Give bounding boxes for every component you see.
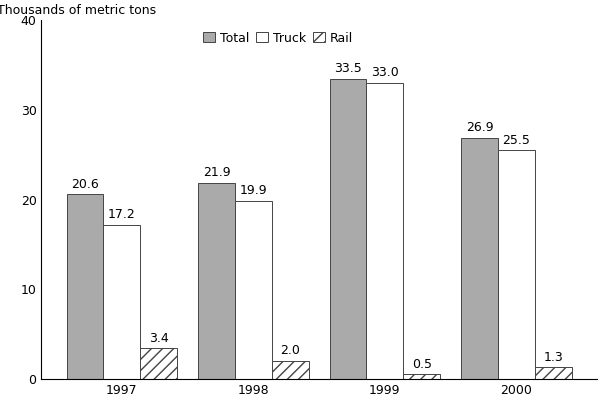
Bar (235, 200, 272, 379)
Bar (198, 182, 235, 379)
Text: 3.4: 3.4 (149, 332, 169, 345)
Bar (330, 79, 367, 379)
Text: 20.6: 20.6 (71, 178, 99, 190)
Text: Thousands of metric tons: Thousands of metric tons (0, 4, 156, 17)
Text: 21.9: 21.9 (203, 166, 230, 179)
Text: 33.5: 33.5 (334, 62, 362, 75)
Text: 17.2: 17.2 (108, 208, 136, 221)
Bar (140, 348, 177, 379)
Bar (498, 150, 535, 379)
Bar (67, 194, 103, 379)
Legend: Total, Truck, Rail: Total, Truck, Rail (198, 26, 358, 49)
Text: 19.9: 19.9 (240, 184, 267, 197)
Bar (461, 138, 498, 379)
Bar (367, 83, 403, 379)
Text: 26.9: 26.9 (466, 121, 493, 134)
Text: 2.0: 2.0 (280, 344, 300, 357)
Text: 33.0: 33.0 (371, 67, 398, 79)
Bar (103, 225, 140, 379)
Bar (403, 375, 440, 379)
Text: 25.5: 25.5 (502, 134, 530, 147)
Bar (535, 367, 572, 379)
Bar (272, 361, 308, 379)
Text: 0.5: 0.5 (412, 358, 432, 371)
Text: 1.3: 1.3 (543, 351, 563, 364)
